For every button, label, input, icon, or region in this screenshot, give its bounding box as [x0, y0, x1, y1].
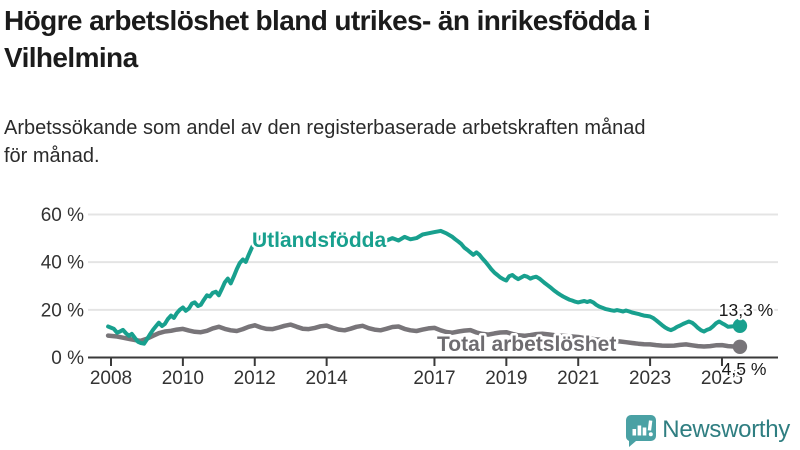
newsworthy-logo: Newsworthy — [624, 412, 790, 448]
newsworthy-chart-bubble-icon — [626, 415, 657, 447]
x-axis-tick-label: 2021 — [557, 368, 599, 389]
series-end-dot-utlandsfodda — [732, 318, 748, 334]
x-axis-tick-label: 2008 — [90, 368, 132, 389]
x-axis-tick-label: 2017 — [413, 368, 455, 389]
y-axis-tick-label: 0 % — [51, 348, 84, 369]
x-axis-tick-label: 2010 — [162, 368, 204, 389]
x-axis-tick-label: 2012 — [234, 368, 276, 389]
chart-subtitle: Arbetssökande som andel av den registerb… — [4, 114, 796, 170]
brand-name: Newsworthy — [662, 416, 790, 443]
y-axis-tick-label: 60 % — [41, 205, 84, 226]
page-title-line1: Högre arbetslöshet bland utrikes- än inr… — [4, 5, 651, 36]
x-axis-tick-label: 2025 — [701, 368, 743, 389]
page-title: Högre arbetslöshet bland utrikes- än inr… — [4, 2, 796, 76]
series-label-utlandsfodda: Utlandsfödda — [252, 229, 386, 252]
page-title-line2: Vilhelmina — [4, 42, 138, 73]
series-label-total: Total arbetslöshet — [437, 333, 616, 356]
series-line-utlandsfodda — [106, 228, 742, 346]
x-axis-tick-label: 2014 — [305, 368, 348, 389]
x-axis-tick-label: 2023 — [629, 368, 671, 389]
series-line-total — [105, 322, 743, 350]
chart-subtitle-line1: Arbetssökande som andel av den registerb… — [4, 117, 646, 139]
x-axis-tick-label: 2019 — [485, 368, 527, 389]
y-axis-tick-label: 40 % — [41, 253, 84, 274]
series-end-dot-total — [732, 339, 748, 354]
y-axis-tick-label: 20 % — [41, 300, 84, 321]
series-end-value-utlandsfodda: 13,3 % — [719, 300, 773, 320]
chart-subtitle-line2: för månad. — [4, 145, 100, 167]
series-end-value-total: 4,5 % — [722, 359, 767, 379]
